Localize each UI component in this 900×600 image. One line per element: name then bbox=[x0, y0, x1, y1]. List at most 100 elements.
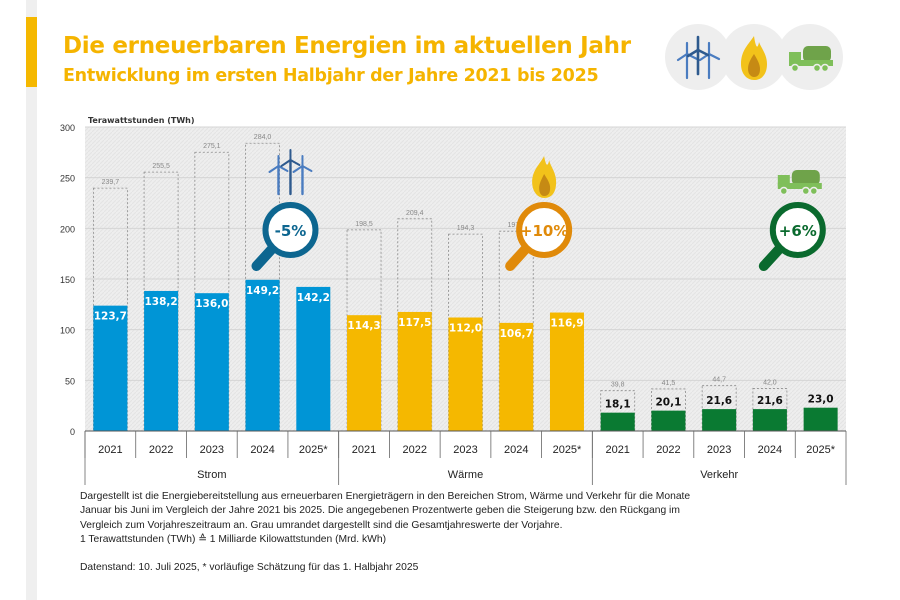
flame-icon bbox=[532, 156, 557, 198]
caption: Dargestellt ist die Energiebereitstellun… bbox=[80, 490, 860, 575]
full-year-label: 255,5 bbox=[152, 163, 170, 170]
bar bbox=[549, 312, 584, 431]
change-percent-label: +6% bbox=[779, 222, 817, 240]
y-tick-label: 50 bbox=[65, 376, 75, 386]
bar bbox=[702, 409, 737, 431]
bar bbox=[803, 407, 838, 431]
turbine-blade bbox=[292, 165, 304, 173]
page-subtitle: Entwicklung im ersten Halbjahr der Jahre… bbox=[63, 66, 599, 86]
bar bbox=[93, 305, 128, 431]
change-badge: +10% bbox=[505, 202, 573, 271]
bar-value-label: 23,0 bbox=[808, 394, 834, 406]
y-axis-ticks: 0 50 100 150 200 250 300 bbox=[60, 123, 75, 437]
caption-line: Vergleich zum Vorjahreszeitraum an. Grau… bbox=[80, 519, 563, 531]
caption-line: Januar bis Juni im Vergleich der Jahre 2… bbox=[80, 505, 680, 517]
bar bbox=[600, 412, 635, 431]
x-tick-label: 2022 bbox=[403, 444, 427, 456]
bar-value-label: 149,2 bbox=[246, 285, 279, 297]
truck-wheel bbox=[809, 186, 819, 196]
wind-turbines-icon bbox=[676, 35, 721, 80]
full-year-label: 197,2 bbox=[507, 222, 525, 229]
x-tick-label: 2025* bbox=[553, 444, 582, 456]
y-axis-label: Terawattstunden (TWh) bbox=[88, 116, 195, 125]
bar bbox=[245, 279, 280, 431]
full-year-label: 239,7 bbox=[102, 179, 120, 186]
bar-value-label: 116,9 bbox=[550, 318, 583, 330]
x-tick-label: 2024 bbox=[504, 444, 528, 456]
bar bbox=[752, 409, 787, 431]
x-tick-label: 2023 bbox=[707, 444, 731, 456]
tank-truck-icon bbox=[777, 170, 822, 196]
turbine-blade bbox=[268, 165, 280, 173]
full-year-label: 284,0 bbox=[254, 134, 272, 141]
bar-value-label: 114,3 bbox=[347, 320, 380, 332]
truck-chassis bbox=[777, 183, 822, 189]
bar bbox=[448, 317, 483, 431]
bar bbox=[651, 410, 686, 431]
bars bbox=[93, 279, 838, 431]
full-year-label: 42,0 bbox=[763, 379, 777, 386]
y-tick-label: 300 bbox=[60, 123, 75, 133]
x-tick-label: 2025* bbox=[806, 444, 835, 456]
bar-value-label: 142,2 bbox=[297, 292, 330, 304]
bar bbox=[194, 293, 229, 431]
full-year-label: 275,1 bbox=[203, 143, 221, 150]
data-source-note: Datenstand: 10. Juli 2025, * vorläufige … bbox=[80, 562, 419, 574]
bar-value-label: 136,0 bbox=[195, 298, 228, 310]
data-labels: 239,7 123,7 255,5 138,2 275,1 136,0 284,0 149,2… bbox=[94, 134, 834, 410]
turbine-blade bbox=[277, 165, 289, 172]
tank-truck-icon bbox=[789, 46, 833, 73]
full-year-label: 44,7 bbox=[712, 377, 726, 384]
x-tick-label: 2023 bbox=[453, 444, 477, 456]
x-tick-label: 2025* bbox=[299, 444, 328, 456]
truck-wheel bbox=[779, 186, 789, 196]
x-tick-label: 2022 bbox=[149, 444, 173, 456]
y-tick-label: 150 bbox=[60, 275, 75, 285]
magnifier-lens bbox=[769, 202, 826, 258]
change-percent-label: -5% bbox=[275, 222, 307, 240]
bar-value-label: 21,6 bbox=[706, 395, 732, 407]
page-title: Die erneuerbaren Energien im aktuellen J… bbox=[63, 33, 631, 59]
turbine-blade bbox=[289, 159, 301, 166]
group-label: Strom bbox=[197, 469, 226, 481]
x-tick-label: 2021 bbox=[605, 444, 629, 456]
bar bbox=[499, 322, 534, 431]
bar bbox=[397, 311, 432, 431]
magnifier-lens bbox=[516, 202, 573, 258]
x-tick-label: 2023 bbox=[200, 444, 224, 456]
change-badge: +6% bbox=[758, 202, 826, 271]
header-tank-truck-icon bbox=[777, 24, 843, 90]
x-tick-label: 2021 bbox=[98, 444, 122, 456]
change-percent-label: +10% bbox=[520, 222, 568, 240]
side-accent-bar bbox=[26, 0, 37, 600]
full-year-outline bbox=[600, 390, 636, 432]
group-label: Verkehr bbox=[700, 469, 738, 481]
x-axis: 2021 2022 2023 2024 2025* Strom 2021 2022 2023 20… bbox=[84, 430, 847, 485]
full-year-label: 198,5 bbox=[355, 221, 373, 228]
header-wind-turbines-icon bbox=[665, 24, 731, 90]
full-year-label: 194,3 bbox=[457, 225, 475, 232]
bar-value-label: 123,7 bbox=[94, 311, 127, 323]
flame-inner bbox=[539, 174, 551, 196]
truck-wheel bbox=[801, 186, 811, 196]
bar bbox=[296, 286, 331, 431]
full-year-label: 39,8 bbox=[611, 382, 625, 389]
group-label: Wärme bbox=[448, 469, 483, 481]
flame-icon bbox=[741, 36, 767, 80]
truck-cab bbox=[777, 175, 790, 186]
x-tick-label: 2024 bbox=[758, 444, 782, 456]
change-badge: -5% bbox=[251, 202, 319, 271]
bar-value-label: 18,1 bbox=[605, 399, 631, 411]
turbine-blade bbox=[280, 159, 292, 167]
y-tick-label: 200 bbox=[60, 224, 75, 234]
y-tick-label: 0 bbox=[70, 427, 75, 437]
caption-line: 1 Terawattstunden (TWh) ≙ 1 Milliarde Ki… bbox=[80, 533, 387, 545]
bar-value-label: 117,5 bbox=[398, 317, 431, 329]
full-year-label: 209,4 bbox=[406, 210, 424, 217]
bar-value-label: 112,0 bbox=[449, 323, 482, 335]
y-tick-label: 100 bbox=[60, 326, 75, 336]
x-tick-label: 2021 bbox=[352, 444, 376, 456]
truck-tank bbox=[791, 170, 820, 185]
turbine-blade bbox=[301, 165, 313, 172]
